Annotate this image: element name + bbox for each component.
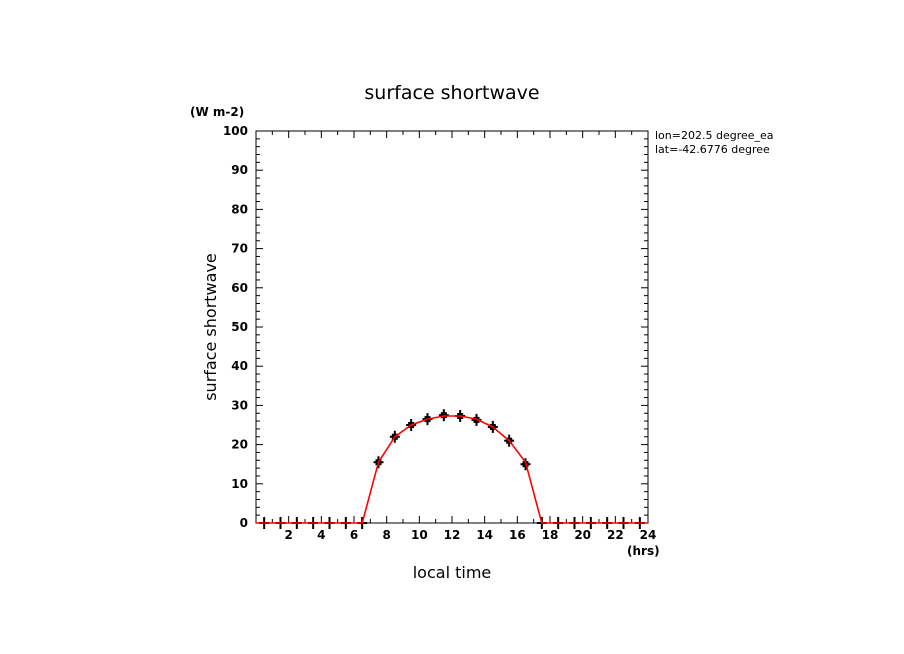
y-tick-label: 60	[231, 281, 248, 295]
x-unit-label: (hrs)	[627, 544, 660, 558]
y-tick-label: 10	[231, 477, 248, 491]
x-tick-label: 18	[542, 528, 559, 542]
y-tick-label: 20	[231, 438, 248, 452]
y-tick-label: 70	[231, 242, 248, 256]
plot-frame	[255, 130, 649, 524]
axis-ticks	[255, 130, 649, 524]
x-tick-label: 16	[509, 528, 526, 542]
x-tick-label: 8	[382, 528, 390, 542]
y-tick-label: 0	[240, 516, 248, 530]
x-tick-label: 24	[640, 528, 657, 542]
x-tick-label: 10	[411, 528, 428, 542]
series-line	[256, 415, 648, 524]
x-tick-label: 6	[350, 528, 358, 542]
y-tick-label: 80	[231, 202, 248, 216]
y-tick-label: 90	[231, 163, 248, 177]
y-axis-label: surface shortwave	[201, 253, 220, 401]
y-tick-label: 50	[231, 320, 248, 334]
x-tick-label: 20	[574, 528, 591, 542]
tick-labels: 2 4 6 8 10 12 14 16 18 20 22 2401020304050607080901…	[223, 124, 656, 542]
x-axis-label: local time	[413, 563, 492, 582]
x-tick-label: 2	[284, 528, 292, 542]
y-tick-label: 40	[231, 359, 248, 373]
y-tick-label: 100	[223, 124, 248, 138]
chart-title: surface shortwave	[364, 82, 539, 104]
x-tick-label: 22	[607, 528, 624, 542]
y-unit-label: (W m-2)	[190, 105, 244, 119]
lat-info: lat=-42.6776 degree	[655, 143, 770, 156]
lon-info: lon=202.5 degree_ea	[655, 129, 774, 142]
x-tick-label: 14	[476, 528, 493, 542]
x-tick-label: 4	[317, 528, 325, 542]
data-markers	[259, 409, 645, 529]
x-tick-label: 12	[444, 528, 461, 542]
y-tick-label: 30	[231, 398, 248, 412]
